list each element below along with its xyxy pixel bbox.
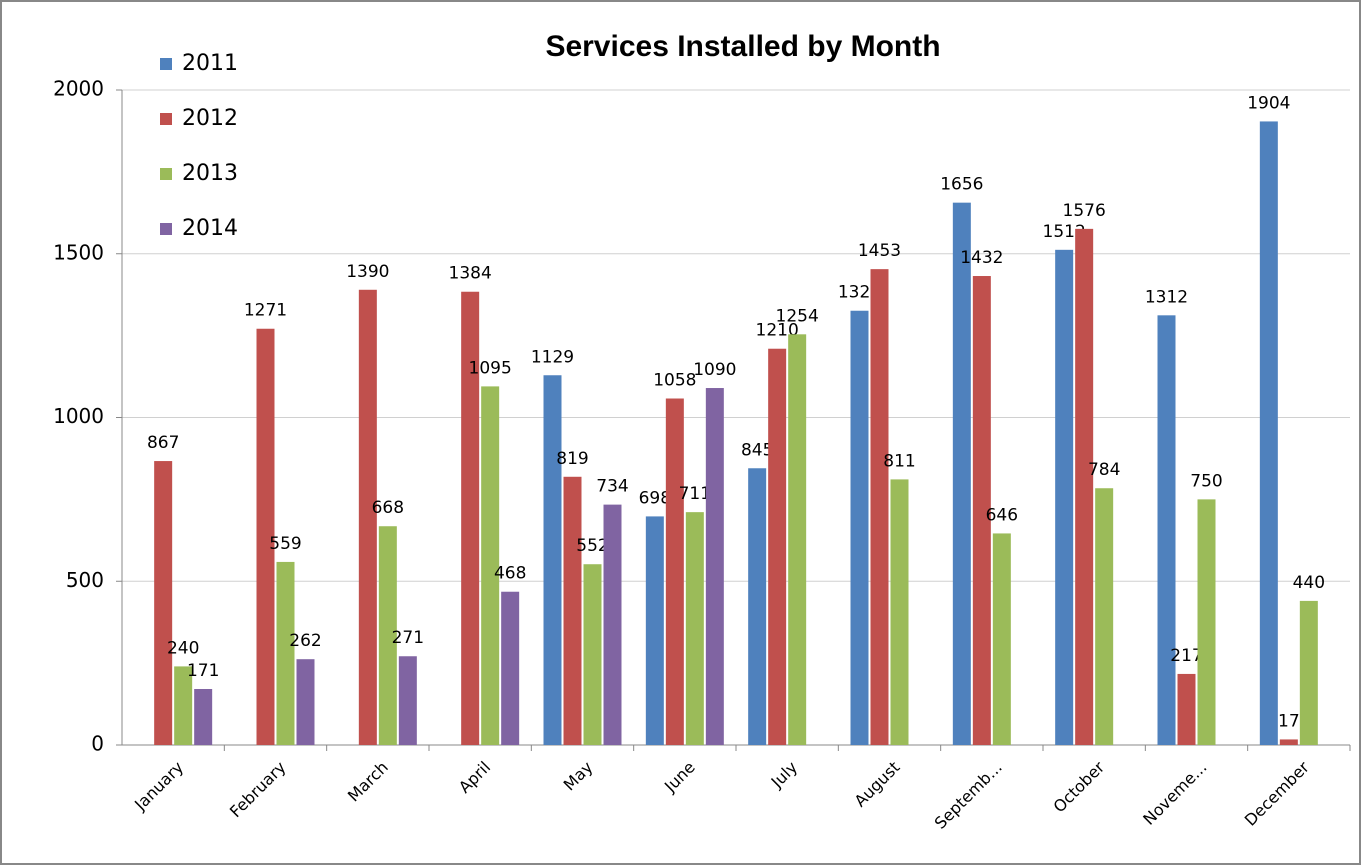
- bar: [461, 291, 480, 745]
- bar: [154, 461, 173, 745]
- value-label: 845: [741, 440, 773, 460]
- value-label: 171: [187, 661, 219, 681]
- chart-title: Services Installed by Month: [545, 30, 940, 63]
- y-tick-label: 500: [66, 568, 104, 592]
- value-label: 819: [556, 449, 588, 469]
- bar: [501, 591, 520, 745]
- value-label: 1576: [1063, 201, 1106, 221]
- bar: [1177, 673, 1196, 745]
- value-label: 262: [289, 631, 321, 651]
- value-label: 468: [494, 564, 526, 584]
- y-tick-label: 2000: [53, 77, 104, 101]
- value-label: 1090: [693, 360, 736, 380]
- value-label: 711: [679, 484, 711, 504]
- bar: [1279, 739, 1298, 745]
- value-label: 1326: [838, 283, 881, 303]
- value-label: 1453: [858, 241, 901, 261]
- bar: [398, 656, 417, 745]
- bar: [256, 328, 275, 745]
- bar: [645, 516, 664, 745]
- value-label: 1312: [1145, 287, 1188, 307]
- bar: [276, 561, 295, 745]
- value-label: 1512: [1043, 222, 1086, 242]
- y-tick-label: 0: [91, 732, 104, 756]
- value-label: 867: [147, 433, 179, 453]
- bar: [1055, 249, 1074, 745]
- value-label: 1095: [469, 358, 512, 378]
- bar: [992, 533, 1011, 745]
- value-label: 440: [1293, 573, 1325, 593]
- legend-swatch: [160, 113, 172, 125]
- value-label: 1254: [776, 306, 819, 326]
- bar: [890, 479, 909, 745]
- value-label: 17: [1278, 711, 1300, 731]
- value-label: 698: [639, 488, 671, 508]
- legend-label: 2013: [182, 161, 238, 186]
- bar: [174, 666, 193, 745]
- legend-swatch: [160, 168, 172, 180]
- bar: [563, 476, 582, 745]
- bar: [972, 276, 991, 745]
- bar: [194, 688, 213, 745]
- bar: [1259, 121, 1278, 745]
- bar: [1157, 315, 1176, 745]
- value-label: 734: [596, 477, 628, 497]
- bar: [788, 334, 807, 745]
- y-tick-label: 1500: [53, 240, 104, 264]
- value-label: 1271: [244, 301, 287, 321]
- value-label: 1210: [756, 321, 799, 341]
- bar: [952, 202, 971, 745]
- bar: [603, 504, 622, 745]
- legend-label: 2012: [182, 106, 238, 131]
- bar: [358, 289, 377, 745]
- value-label: 1129: [531, 347, 574, 367]
- legend-label: 2014: [182, 216, 238, 241]
- legend-swatch: [160, 223, 172, 235]
- value-label: 552: [576, 536, 608, 556]
- value-label: 750: [1190, 471, 1222, 491]
- bar: [1095, 488, 1114, 745]
- bar: [296, 659, 315, 745]
- value-label: 1432: [960, 248, 1003, 268]
- bar: [748, 468, 767, 745]
- value-label: 559: [269, 534, 301, 554]
- value-label: 1656: [940, 175, 983, 195]
- bar: [705, 388, 724, 745]
- y-tick-label: 1000: [53, 404, 104, 428]
- bar: [1299, 600, 1318, 745]
- value-label: 1904: [1247, 93, 1290, 113]
- bar: [543, 375, 562, 745]
- bar: [685, 512, 704, 745]
- bar: [481, 386, 500, 745]
- bar: [850, 310, 869, 745]
- value-label: 217: [1170, 646, 1202, 666]
- value-label: 811: [883, 451, 915, 471]
- value-label: 1384: [449, 264, 492, 284]
- value-label: 1390: [346, 262, 389, 282]
- bar: [870, 269, 889, 745]
- value-label: 668: [372, 498, 404, 518]
- value-label: 240: [167, 638, 199, 658]
- bar: [1197, 499, 1216, 745]
- bar: [768, 348, 787, 745]
- legend-label: 2011: [182, 51, 238, 76]
- bar: [378, 526, 397, 745]
- bar: [665, 398, 684, 745]
- value-label: 646: [986, 505, 1018, 525]
- value-label: 271: [392, 628, 424, 648]
- bar: [1075, 228, 1094, 746]
- value-label: 784: [1088, 460, 1120, 480]
- value-label: 1058: [653, 371, 696, 391]
- legend-swatch: [160, 58, 172, 70]
- bar: [583, 564, 602, 745]
